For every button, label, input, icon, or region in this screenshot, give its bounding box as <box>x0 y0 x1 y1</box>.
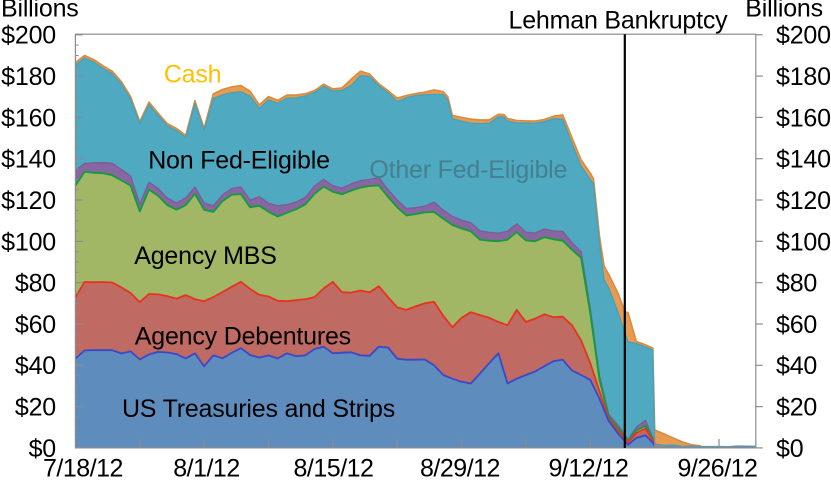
svg-text:8/15/12: 8/15/12 <box>294 455 374 483</box>
svg-text:$60: $60 <box>15 311 56 339</box>
svg-text:$180: $180 <box>1 63 56 91</box>
svg-text:$200: $200 <box>776 22 831 50</box>
svg-text:$140: $140 <box>1 146 56 174</box>
svg-text:$100: $100 <box>1 228 56 256</box>
svg-text:$20: $20 <box>15 393 56 421</box>
svg-text:$180: $180 <box>776 63 831 91</box>
svg-text:9/26/12: 9/26/12 <box>678 455 758 483</box>
svg-text:Agency Debentures: Agency Debentures <box>135 323 351 351</box>
svg-text:US Treasuries and Strips: US Treasuries and Strips <box>122 395 395 423</box>
svg-text:$80: $80 <box>15 270 56 298</box>
svg-text:$80: $80 <box>776 270 817 298</box>
svg-text:$140: $140 <box>776 146 831 174</box>
svg-text:$60: $60 <box>776 311 817 339</box>
svg-text:$0: $0 <box>29 435 56 463</box>
svg-text:Non Fed-Eligible: Non Fed-Eligible <box>148 147 330 175</box>
svg-text:$160: $160 <box>776 104 831 132</box>
svg-text:$40: $40 <box>776 352 817 380</box>
svg-text:$20: $20 <box>776 393 817 421</box>
svg-text:$120: $120 <box>1 187 56 215</box>
svg-text:9/12/12: 9/12/12 <box>549 455 629 483</box>
svg-text:$100: $100 <box>776 228 831 256</box>
svg-text:$120: $120 <box>776 187 831 215</box>
svg-text:$160: $160 <box>1 104 56 132</box>
svg-text:Billions: Billions <box>745 0 823 23</box>
svg-text:$200: $200 <box>1 22 56 50</box>
svg-text:Agency MBS: Agency MBS <box>134 242 277 270</box>
svg-text:Other Fed-Eligible: Other Fed-Eligible <box>369 156 567 184</box>
svg-text:Lehman Bankruptcy: Lehman Bankruptcy <box>509 6 729 34</box>
svg-text:Billions: Billions <box>1 0 79 23</box>
svg-text:Cash: Cash <box>164 60 222 88</box>
svg-text:7/18/12: 7/18/12 <box>43 455 123 483</box>
svg-text:$40: $40 <box>15 352 56 380</box>
svg-text:8/29/12: 8/29/12 <box>420 455 500 483</box>
svg-text:8/1/12: 8/1/12 <box>173 455 240 483</box>
svg-text:$0: $0 <box>776 435 803 463</box>
